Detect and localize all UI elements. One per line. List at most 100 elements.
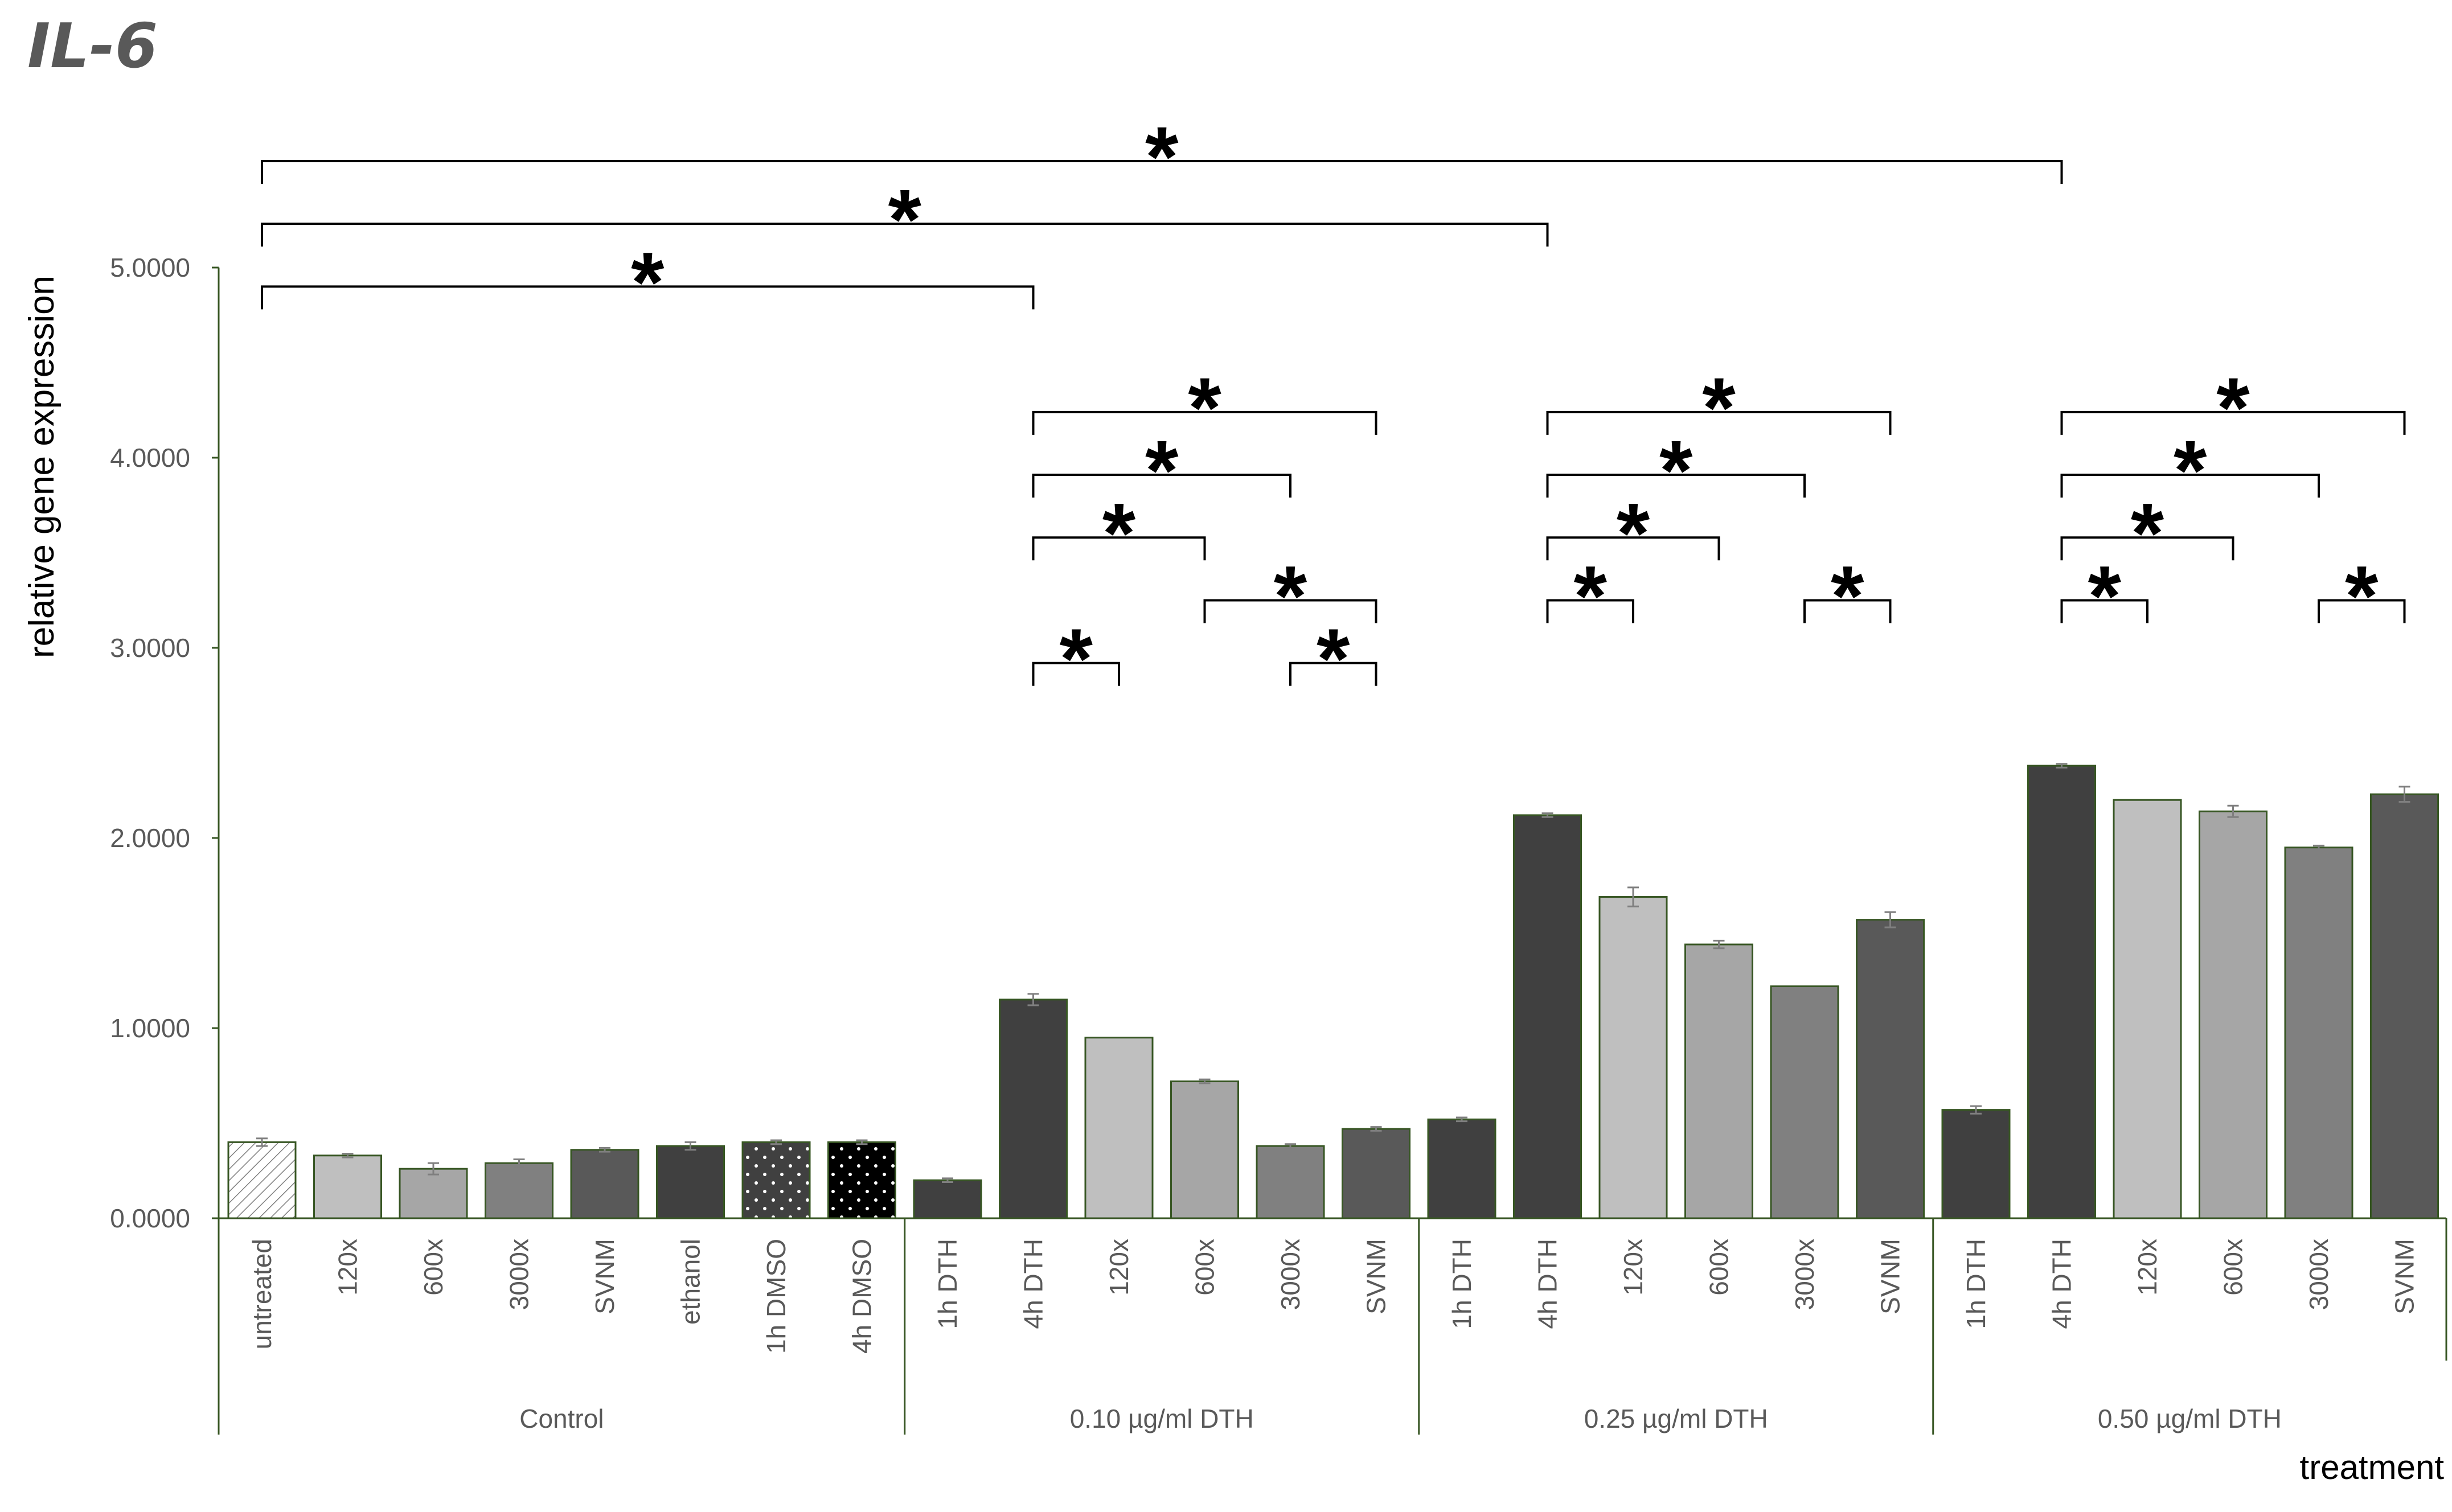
significance-bracket	[1032, 662, 1120, 686]
bar	[1084, 1037, 1154, 1219]
x-tick-label: 120x	[333, 1239, 363, 1296]
bar	[1684, 943, 1753, 1219]
significance-star: *	[1574, 548, 1608, 644]
significance-bracket	[261, 285, 1035, 310]
y-tick-label: 1.0000	[110, 1013, 190, 1043]
x-tick-label: 1h DTH	[1961, 1239, 1991, 1329]
x-tick-label: ethanol	[676, 1239, 706, 1325]
bar	[399, 1168, 468, 1219]
bar	[1427, 1118, 1496, 1219]
x-tick-label: 600x	[419, 1239, 448, 1296]
bar	[1170, 1080, 1239, 1219]
significance-star: *	[1188, 360, 1221, 455]
x-tick-label: SVNM	[1876, 1239, 1905, 1314]
bar	[2370, 793, 2439, 1219]
bar	[1256, 1145, 1325, 1219]
bar	[1941, 1109, 2011, 1219]
significance-layer: ******** ***** ***** *	[261, 109, 2406, 706]
bar	[741, 1141, 811, 1219]
significance-star: *	[2216, 360, 2250, 455]
y-tick-label: 4.0000	[110, 443, 190, 472]
significance-star: *	[888, 171, 922, 267]
group-label: 0.50 µg/ml DTH	[2098, 1404, 2282, 1433]
significance-bracket	[2060, 599, 2148, 623]
group-label: Control	[519, 1404, 604, 1433]
bar	[656, 1145, 725, 1219]
x-axis-label: treatment	[2300, 1448, 2445, 1486]
significance-bracket	[2060, 410, 2406, 435]
significance-star: *	[2131, 485, 2164, 581]
significance-bracket	[1546, 474, 1806, 498]
x-tick-label: 120x	[1618, 1239, 1648, 1296]
x-tick-label: SVNM	[2390, 1239, 2420, 1314]
significance-star: *	[1060, 611, 1093, 706]
bars-layer	[227, 763, 2439, 1219]
bar	[2027, 765, 2096, 1219]
x-tick-label: 600x	[1190, 1239, 1220, 1296]
significance-bracket	[1203, 599, 1377, 623]
significance-star: *	[1274, 548, 1307, 644]
bar	[1513, 814, 1582, 1219]
bar	[1856, 919, 1925, 1219]
group-label: 0.10 µg/ml DTH	[1070, 1404, 1254, 1433]
x-tick-label: 1h DTH	[933, 1239, 962, 1329]
significance-star: *	[2174, 422, 2207, 518]
bar	[1598, 896, 1668, 1219]
significance-star: *	[1145, 422, 1179, 518]
significance-star: *	[1145, 109, 1179, 204]
y-tick-label: 5.0000	[110, 253, 190, 282]
x-tick-label: 1h DTH	[1447, 1239, 1477, 1329]
chart-title: IL-6	[27, 11, 158, 82]
bar	[827, 1141, 896, 1219]
x-tick-label: SVNM	[1362, 1239, 1391, 1314]
significance-bracket	[2060, 474, 2320, 498]
y-axis-label: relative gene expression	[22, 276, 61, 658]
significance-bracket	[261, 223, 1549, 247]
x-tick-label: 4h DTH	[2047, 1239, 2077, 1329]
bar	[570, 1149, 639, 1219]
x-tick-label: 3000x	[1790, 1239, 1819, 1310]
significance-star: *	[1831, 548, 1864, 644]
x-tick-label: 3000x	[2304, 1239, 2334, 1310]
significance-bracket	[1289, 662, 1377, 686]
x-tick-label: 3000x	[505, 1239, 534, 1310]
significance-star: *	[1659, 422, 1693, 518]
significance-bracket	[1546, 410, 1892, 435]
x-tick-label: 600x	[2219, 1239, 2248, 1296]
bar	[1342, 1128, 1410, 1219]
bar	[2284, 847, 2353, 1219]
y-tick-label: 0.0000	[110, 1203, 190, 1233]
bar	[313, 1154, 382, 1219]
significance-bracket	[1546, 599, 1634, 623]
group-label: 0.25 µg/ml DTH	[1584, 1404, 1768, 1433]
bar	[2113, 799, 2182, 1219]
x-tick-label: 4h DTH	[1533, 1239, 1563, 1329]
x-tick-label: 4h DTH	[1019, 1239, 1048, 1329]
x-tick-label: untreated	[247, 1239, 277, 1349]
x-axis: untreated 120x 600x 3000x SVNM ethanol 1h DMSO…	[218, 1217, 2447, 1435]
significance-star: *	[1102, 485, 1136, 581]
x-tick-label: 1h DMSO	[761, 1239, 791, 1354]
x-tick-label: 600x	[1704, 1239, 1734, 1296]
significance-bracket	[2318, 599, 2406, 623]
significance-star: *	[2088, 548, 2122, 644]
significance-bracket	[1032, 474, 1291, 498]
significance-star: *	[631, 234, 665, 330]
x-tick-label: 3000x	[1276, 1239, 1305, 1310]
significance-star: *	[1317, 611, 1350, 706]
significance-star: *	[2345, 548, 2379, 644]
bar	[485, 1162, 553, 1219]
significance-bracket	[1032, 410, 1377, 435]
bar	[1770, 985, 1839, 1219]
y-tick-label: 2.0000	[110, 823, 190, 853]
y-axis: 0.0000 1.0000 2.0000 3.0000 4.0000 5.0000	[110, 253, 220, 1435]
bar	[999, 999, 1068, 1219]
x-tick-label: 120x	[1104, 1239, 1134, 1296]
bar	[227, 1141, 297, 1219]
x-tick-label: 4h DMSO	[847, 1239, 877, 1354]
x-tick-label: SVNM	[590, 1239, 620, 1314]
bar	[2199, 810, 2268, 1219]
significance-bracket	[1546, 536, 1720, 561]
